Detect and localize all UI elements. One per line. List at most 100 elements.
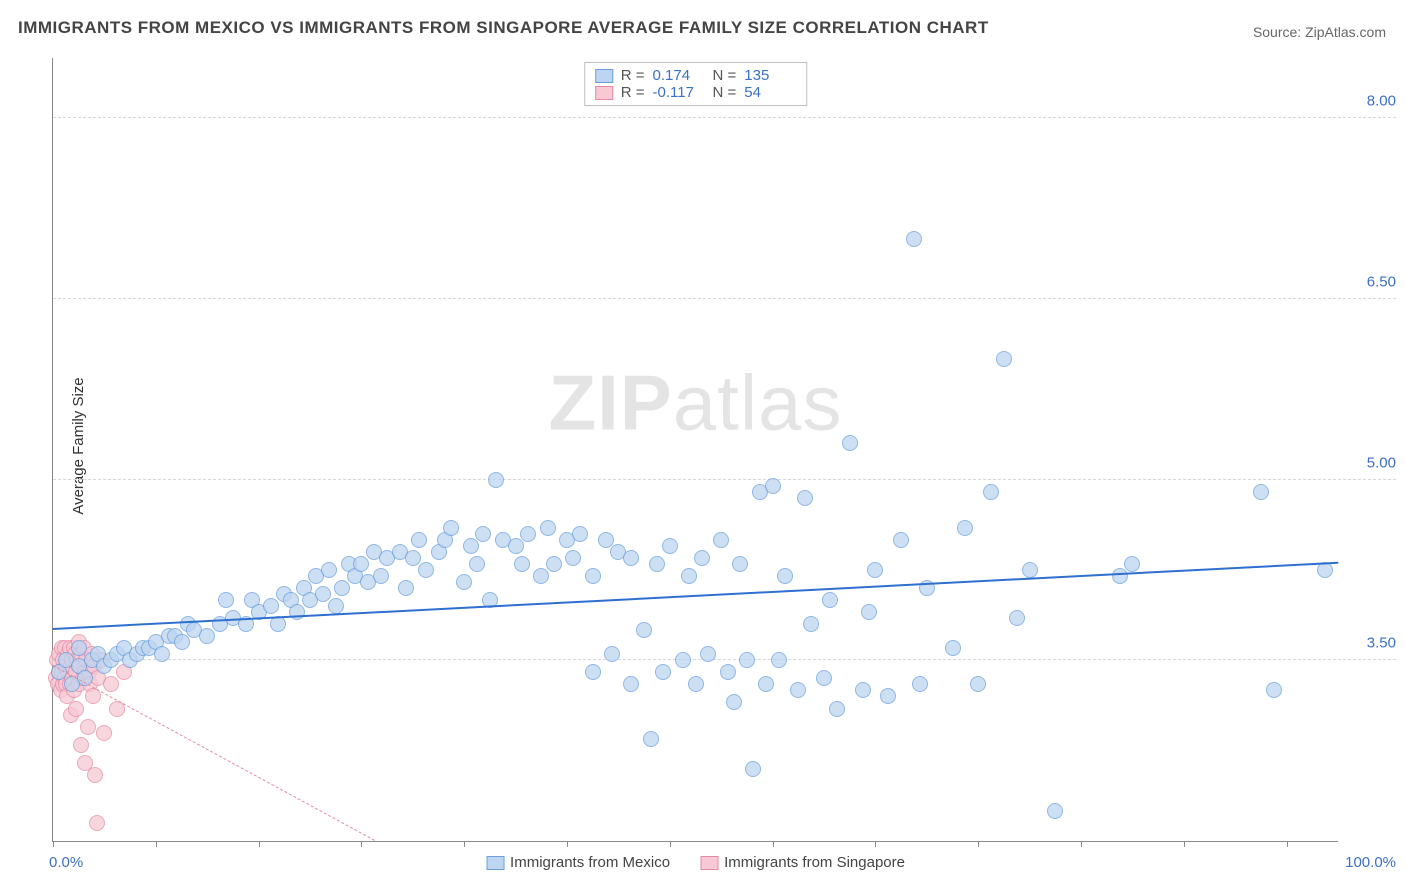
data-point [418, 562, 434, 578]
legend-r-label: R = [621, 67, 645, 84]
data-point [373, 568, 389, 584]
legend-r-value: -0.117 [653, 84, 705, 101]
data-point [334, 580, 350, 596]
scatter-plot [53, 58, 1338, 841]
x-tick [156, 841, 157, 847]
y-tick-label: 3.50 [1346, 635, 1396, 652]
x-tick [567, 841, 568, 847]
data-point [855, 682, 871, 698]
data-point [649, 556, 665, 572]
x-tick [259, 841, 260, 847]
data-point [655, 664, 671, 680]
data-point [456, 574, 472, 590]
data-point [1266, 682, 1282, 698]
data-point [598, 532, 614, 548]
data-point [996, 351, 1012, 367]
data-point [970, 676, 986, 692]
y-tick-label: 5.00 [1346, 454, 1396, 471]
legend-n-label: N = [713, 67, 737, 84]
legend-correlation-row: R =-0.117N =54 [595, 84, 797, 101]
data-point [694, 550, 710, 566]
data-point [1124, 556, 1140, 572]
data-point [906, 231, 922, 247]
legend-n-value: 54 [744, 84, 796, 101]
data-point [1009, 610, 1025, 626]
data-point [1253, 484, 1269, 500]
data-point [475, 526, 491, 542]
data-point [565, 550, 581, 566]
data-point [803, 616, 819, 632]
legend-series-label: Immigrants from Singapore [724, 854, 905, 871]
data-point [681, 568, 697, 584]
data-point [765, 478, 781, 494]
data-point [688, 676, 704, 692]
data-point [983, 484, 999, 500]
data-point [1047, 803, 1063, 819]
data-point [87, 767, 103, 783]
data-point [154, 646, 170, 662]
data-point [89, 815, 105, 831]
data-point [443, 520, 459, 536]
data-point [957, 520, 973, 536]
data-point [636, 622, 652, 638]
data-point [80, 719, 96, 735]
data-point [797, 490, 813, 506]
data-point [861, 604, 877, 620]
data-point [540, 520, 556, 536]
data-point [771, 652, 787, 668]
source-attribution: Source: ZipAtlas.com [1253, 24, 1386, 40]
data-point [726, 694, 742, 710]
x-tick [1287, 841, 1288, 847]
legend-series-item: Immigrants from Mexico [486, 854, 670, 871]
data-point [218, 592, 234, 608]
data-point [68, 701, 84, 717]
data-point [662, 538, 678, 554]
x-tick [53, 841, 54, 847]
data-point [777, 568, 793, 584]
data-point [945, 640, 961, 656]
x-tick [361, 841, 362, 847]
data-point [790, 682, 806, 698]
x-axis-end-label: 100.0% [1345, 854, 1396, 871]
chart-plot-area: ZIPatlas 3.505.006.508.00 0.0% 100.0% R … [52, 58, 1338, 842]
data-point [1112, 568, 1128, 584]
data-point [604, 646, 620, 662]
data-point [463, 538, 479, 554]
legend-series-item: Immigrants from Singapore [700, 854, 905, 871]
data-point [315, 586, 331, 602]
data-point [758, 676, 774, 692]
data-point [732, 556, 748, 572]
data-point [71, 640, 87, 656]
y-tick-label: 6.50 [1346, 273, 1396, 290]
data-point [675, 652, 691, 668]
data-point [745, 761, 761, 777]
data-point [572, 526, 588, 542]
data-point [398, 580, 414, 596]
data-point [816, 670, 832, 686]
data-point [508, 538, 524, 554]
data-point [520, 526, 536, 542]
data-point [533, 568, 549, 584]
x-tick [464, 841, 465, 847]
data-point [867, 562, 883, 578]
legend-correlation-row: R =0.174N =135 [595, 67, 797, 84]
source-link[interactable]: ZipAtlas.com [1305, 24, 1386, 40]
data-point [880, 688, 896, 704]
data-point [514, 556, 530, 572]
data-point [700, 646, 716, 662]
trend-line [53, 665, 375, 841]
data-point [713, 532, 729, 548]
legend-series-label: Immigrants from Mexico [510, 854, 670, 871]
legend-swatch [700, 856, 718, 870]
data-point [405, 550, 421, 566]
data-point [585, 568, 601, 584]
data-point [893, 532, 909, 548]
source-label: Source: [1253, 24, 1305, 40]
x-tick [670, 841, 671, 847]
data-point [829, 701, 845, 717]
x-axis-start-label: 0.0% [49, 854, 83, 871]
x-tick [1184, 841, 1185, 847]
data-point [103, 676, 119, 692]
data-point [546, 556, 562, 572]
x-tick [875, 841, 876, 847]
